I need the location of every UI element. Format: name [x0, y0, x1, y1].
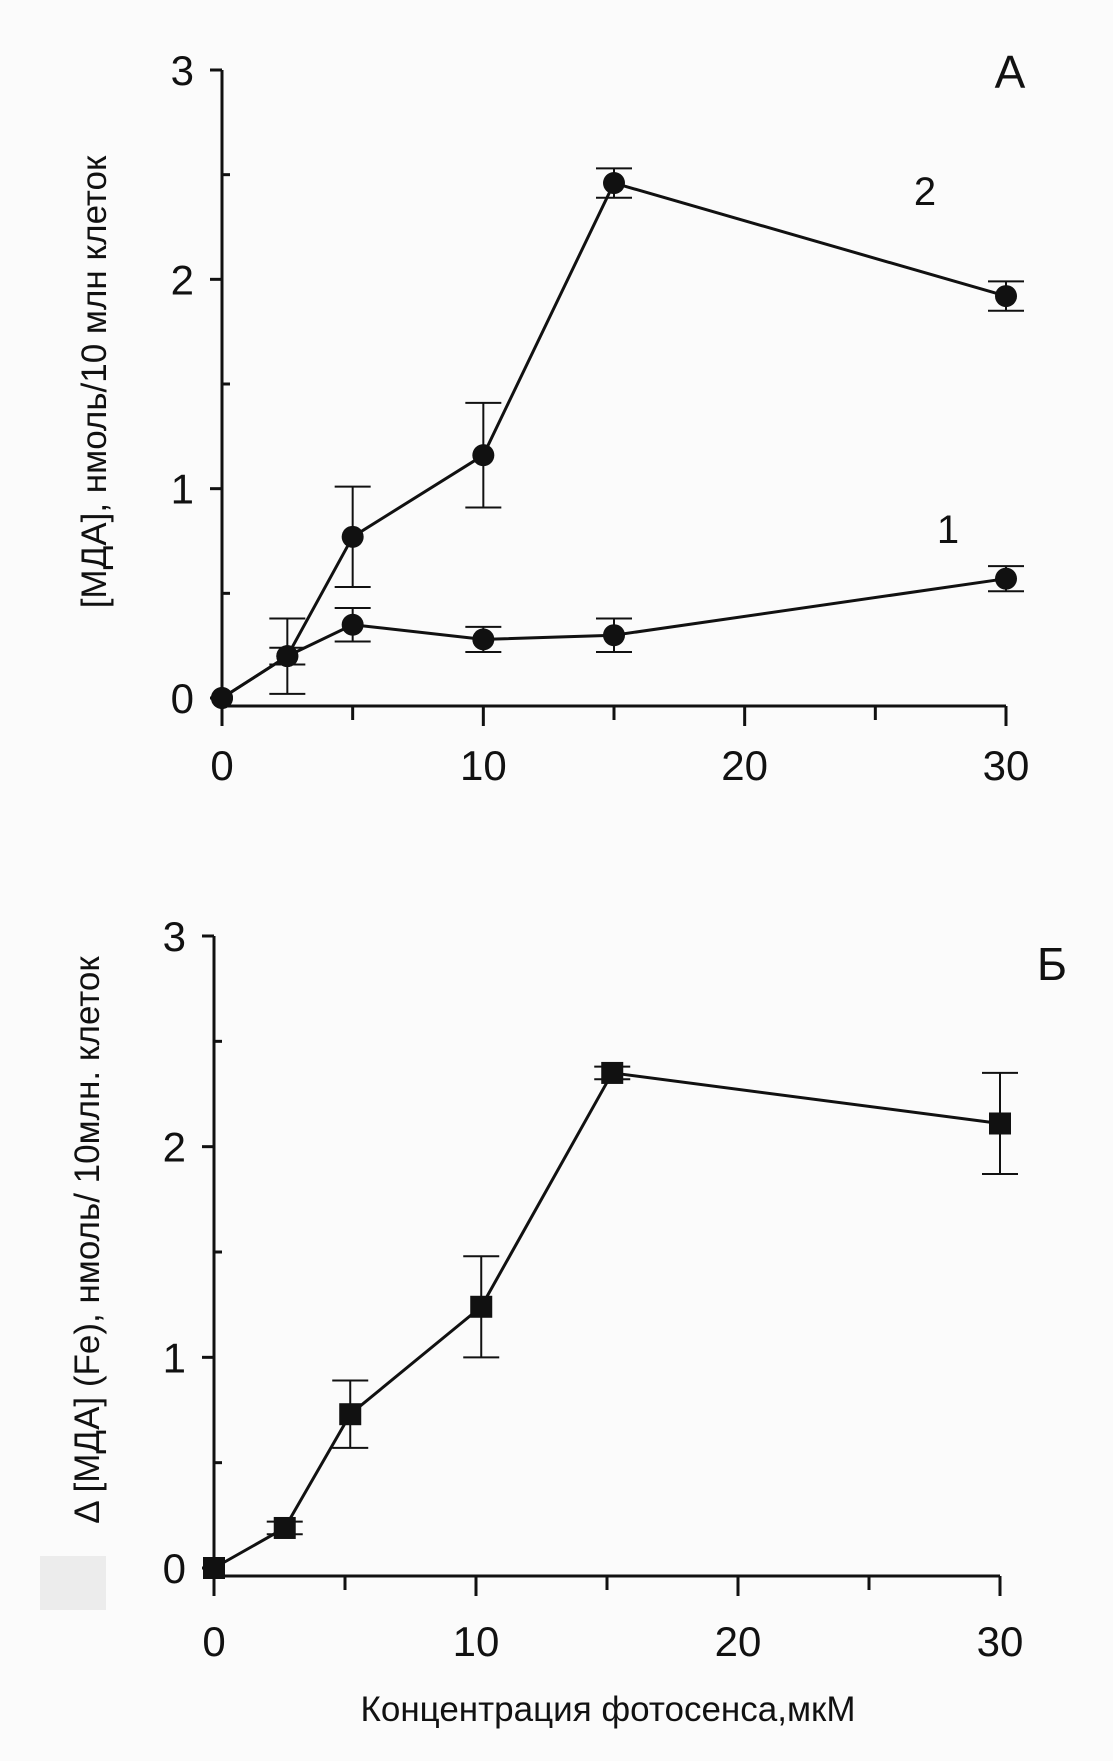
panel-a-data-point [472, 628, 495, 651]
panel-b-x-tick-label: 20 [715, 1618, 762, 1665]
panel-b-x-tick-label: 10 [453, 1618, 500, 1665]
panel-a-x-tick-label: 30 [983, 742, 1030, 789]
panel-a-x-tick-label: 20 [721, 742, 768, 789]
panel-a-data-point [472, 444, 495, 467]
panel-a-data-point [603, 172, 625, 195]
panel-b-data-point [203, 1557, 225, 1579]
panel-b-y-axis-delta: Δ [68, 1501, 107, 1524]
panel-a-series-2-label: 2 [914, 170, 936, 214]
panel-b-y-tick-label: 2 [163, 1124, 186, 1171]
panel-b-y-axis-text: [МДА] (Fe), нмоль/ 10млн. клеток [68, 956, 107, 1493]
panel-b-series-lines [213, 1071, 1001, 1570]
panel-b-x-tick-label: 30 [977, 1618, 1024, 1665]
panel-a-y-tick-label: 1 [171, 466, 194, 513]
panel-b-data-point [470, 1295, 493, 1318]
panel-b-y-tick-label: 3 [163, 913, 186, 960]
panel-b-letter: Б [1037, 938, 1067, 990]
panel-b-x-tick-label: 0 [202, 1618, 225, 1665]
panel-a-x-tick-label: 0 [210, 742, 233, 789]
panel-a-data-point [995, 285, 1017, 308]
panel-a-letter: А [995, 46, 1026, 98]
panel-b-markers [203, 1061, 1018, 1579]
panel-a-series-1-label: 1 [937, 508, 959, 552]
panel-a-data-point [276, 645, 299, 668]
panel-a-y-tick-label: 2 [171, 256, 194, 303]
panel-a-markers [211, 167, 1024, 709]
panel-b-x-axis-title: Концентрация фотосенса,мкМ [361, 1690, 856, 1729]
panel-a-series-lines [221, 181, 1007, 700]
panel-a-y-tick-label: 0 [171, 675, 194, 722]
panel-a-series-2-line [221, 181, 1007, 700]
panel-b-data-point [339, 1403, 362, 1426]
panel-b-y-tick-label: 1 [163, 1334, 186, 1381]
panel-a-data-point [341, 613, 364, 636]
panel-b-data-point [601, 1061, 624, 1084]
panel-b-data-point [989, 1112, 1011, 1135]
panel-a-data-point [603, 624, 625, 647]
panel-b-y-tick-label: 0 [163, 1545, 186, 1592]
panel-b-delta-box [40, 1556, 106, 1610]
panel-a-y-axis-title: [МДА], нмоль/10 млн клеток [75, 155, 114, 608]
panel-a-data-point [211, 687, 233, 709]
panel-b-data-point [273, 1516, 296, 1539]
panel-a-data-point [995, 567, 1017, 590]
panel-b-series-1-line [213, 1071, 1001, 1570]
panel-a-y-tick-label: 3 [171, 47, 194, 94]
panel-a-data-point [341, 525, 364, 548]
panel-b-y-axis-title: Δ [МДА] (Fe), нмоль/ 10млн. клеток [68, 956, 107, 1524]
panel-a-x-tick-label: 10 [460, 742, 507, 789]
